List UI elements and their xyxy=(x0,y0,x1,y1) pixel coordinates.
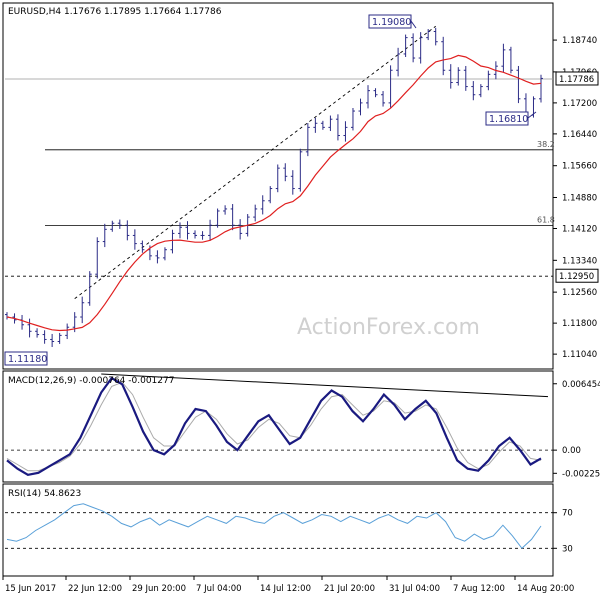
price-annotation-label: 1.16810 xyxy=(489,114,528,125)
annotation-leader xyxy=(527,111,537,119)
price-y-tick-label: 1.15660 xyxy=(562,162,597,172)
price-title: EURUSD,H4 1.17676 1.17895 1.17664 1.1778… xyxy=(8,7,222,17)
fib-level-label: 61.8 xyxy=(537,216,555,225)
price-y-tick-label: 1.11800 xyxy=(562,319,597,329)
macd-y-tick-label: -0.002252 xyxy=(562,469,600,479)
price-annotation-box xyxy=(4,351,48,366)
moving-average-line xyxy=(6,54,542,332)
annotation-leader xyxy=(410,20,417,29)
last-price-box xyxy=(555,71,599,86)
fib-level-label: 38.2 xyxy=(537,140,555,149)
price-y-tick-label: 1.16440 xyxy=(562,130,597,140)
macd-divergence-line xyxy=(101,373,549,398)
last-price-label: 1.17786 xyxy=(559,75,594,85)
price-y-tick-label: 1.18740 xyxy=(562,36,597,46)
price-annotation-label: 1.11180 xyxy=(8,354,47,365)
support-price-label: 1.12950 xyxy=(559,272,594,282)
x-tick-label: 29 Jun 20:00 xyxy=(132,584,186,594)
price-y-tick-label: 1.13340 xyxy=(562,256,597,266)
price-y-tick-label: 1.12560 xyxy=(562,288,597,298)
rsi-panel xyxy=(2,483,554,577)
support-price-box xyxy=(555,268,599,283)
price-y-tick-label: 1.14880 xyxy=(562,194,597,204)
rsi-line xyxy=(6,503,542,550)
macd-layer xyxy=(5,373,553,476)
rsi-y-tick-label: 30 xyxy=(562,544,573,554)
price-annotation-box xyxy=(485,111,529,126)
x-tick-label: 21 Jul 20:00 xyxy=(324,584,375,594)
x-tick-label: 15 Jun 2017 xyxy=(5,584,56,594)
x-tick-label: 14 Jul 12:00 xyxy=(260,584,311,594)
x-tick-label: 22 Jun 12:00 xyxy=(68,584,122,594)
price-layer: 38.2 61.8 1.19080 1.16810 1.11180 xyxy=(4,14,555,366)
price-y-tick-label: 1.17200 xyxy=(562,99,597,109)
macd-main-line xyxy=(6,376,542,476)
rsi-y-tick-label: 70 xyxy=(562,509,573,519)
macd-y-tick-label: 0.006454 xyxy=(562,380,600,390)
rsi-title: RSI(14) 54.8623 xyxy=(8,489,81,499)
price-y-tick-label: 1.11040 xyxy=(562,350,597,360)
rsi-layer xyxy=(5,503,553,550)
macd-y-tick-label: 0.00 xyxy=(562,446,581,456)
x-tick-label: 31 Jul 04:00 xyxy=(389,584,440,594)
macd-title: MACD(12,26,9) -0.000764 -0.001277 xyxy=(8,376,174,386)
x-tick-label: 7 Jul 04:00 xyxy=(196,584,242,594)
price-annotation-label: 1.19080 xyxy=(372,17,411,28)
watermark: ActionForex.com xyxy=(297,315,480,340)
price-y-tick-label: 1.14120 xyxy=(562,225,597,235)
axis-layer: 1.187401.179601.172001.164401.156601.148… xyxy=(2,36,600,594)
x-tick-label: 14 Aug 20:00 xyxy=(517,584,574,594)
x-tick-label: 7 Aug 12:00 xyxy=(453,584,505,594)
